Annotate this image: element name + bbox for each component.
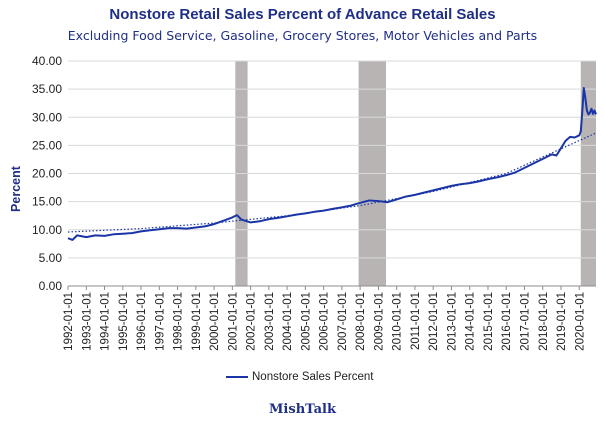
x-tick-label: 1996-01-01: [136, 292, 148, 351]
legend: Nonstore Sales Percent: [226, 371, 373, 383]
y-tick-label: 5.00: [39, 251, 63, 265]
y-tick-label: 40.00: [32, 54, 62, 68]
x-tick-label: 2019-01-01: [556, 292, 568, 351]
x-tick-label: 1994-01-01: [100, 292, 112, 351]
x-tick-label: 1992-01-01: [63, 292, 75, 351]
y-tick-label: 10.00: [32, 223, 62, 237]
x-tick-label: 2012-01-01: [428, 292, 440, 351]
y-tick-label: 30.00: [32, 110, 62, 124]
x-tick-label: 2001-01-01: [227, 292, 239, 351]
x-tick-label: 1997-01-01: [154, 292, 166, 351]
x-tick-label: 2000-01-01: [209, 292, 221, 351]
x-tick-label: 1998-01-01: [173, 292, 185, 351]
x-tick-label: 2020-01-01: [574, 292, 586, 351]
x-tick-label: 1993-01-01: [81, 292, 93, 351]
x-tick-label: 2005-01-01: [300, 292, 312, 351]
x-tick-label: 1995-01-01: [118, 292, 130, 351]
legend-swatch: [226, 376, 248, 378]
x-tick-label: 2010-01-01: [392, 292, 404, 351]
x-tick-label: 2009-01-01: [373, 292, 385, 351]
x-tick-label: 2018-01-01: [538, 292, 550, 351]
y-tick-label: 15.00: [32, 195, 62, 209]
y-tick-label: 0.00: [39, 279, 63, 293]
x-tick-label: 2014-01-01: [465, 292, 477, 351]
trendline: [67, 132, 597, 233]
x-tick-label: 2003-01-01: [264, 292, 276, 351]
legend-label: Nonstore Sales Percent: [252, 371, 374, 383]
y-tick-label: 25.00: [32, 138, 62, 152]
x-tick-label: 2015-01-01: [483, 292, 495, 351]
chart-subtitle: Excluding Food Service, Gasoline, Grocer…: [67, 28, 538, 43]
x-tick-label: 2013-01-01: [446, 292, 458, 351]
x-tick-label: 2006-01-01: [319, 292, 331, 351]
y-tick-label: 20.00: [32, 167, 62, 181]
x-tick-label: 2002-01-01: [246, 292, 258, 351]
x-tick-label: 2007-01-01: [337, 292, 349, 351]
series-line-nonstore-sales: [67, 87, 597, 241]
footer-brand: MishTalk: [269, 402, 336, 417]
chart-title: Nonstore Retail Sales Percent of Advance…: [109, 6, 496, 23]
y-tick-label: 35.00: [32, 82, 62, 96]
x-tick-label: 2008-01-01: [355, 292, 367, 351]
x-tick-label: 2016-01-01: [501, 292, 513, 351]
x-tick-label: 2017-01-01: [520, 292, 532, 351]
x-tick-label: 2011-01-01: [410, 292, 422, 350]
x-tick-label: 2004-01-01: [282, 292, 294, 351]
x-tick-label: 1999-01-01: [191, 292, 203, 351]
